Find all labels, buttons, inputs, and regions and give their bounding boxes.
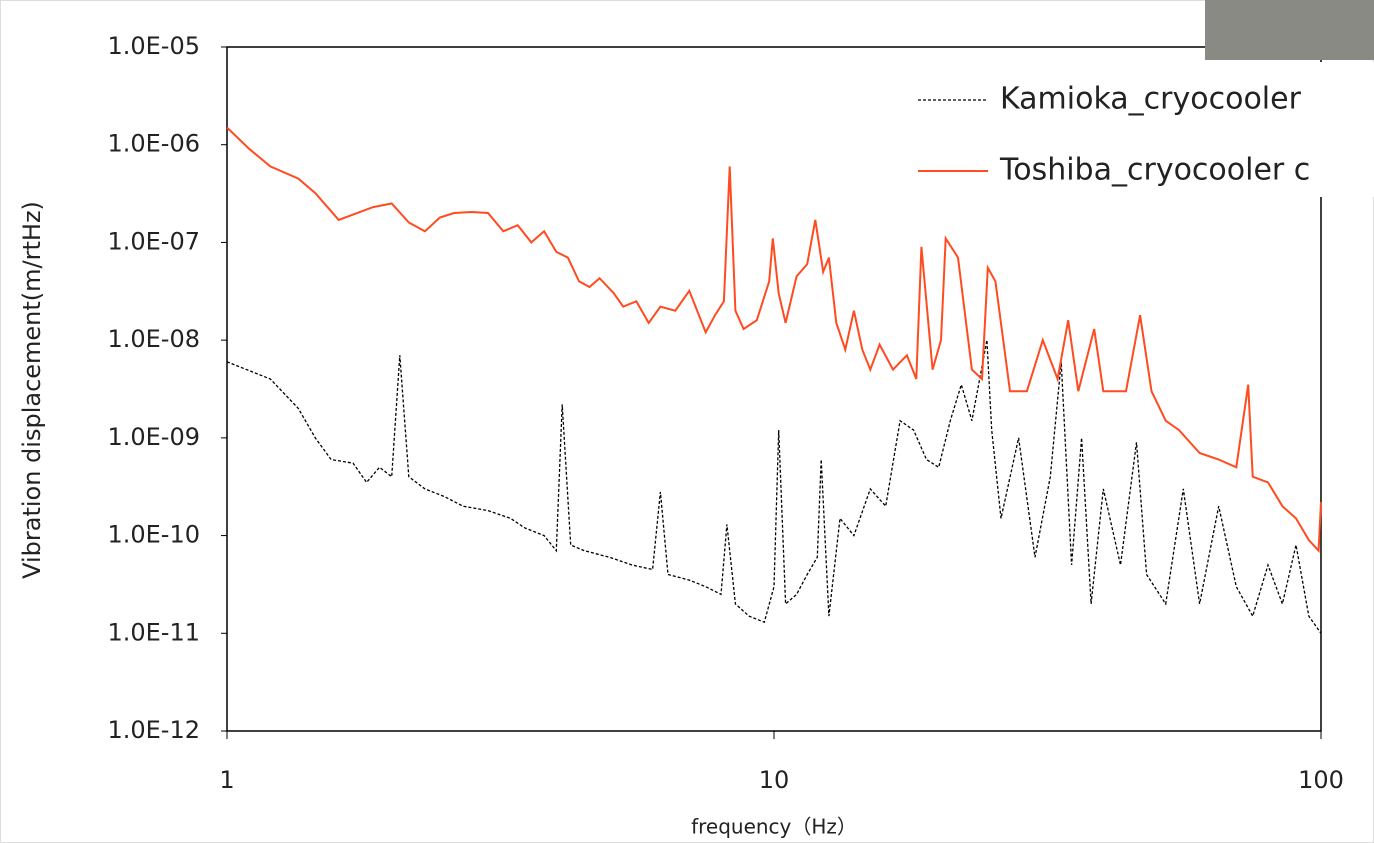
y-tick-label: 1.0E-06: [107, 130, 200, 158]
y-axis-title: Vibration displacement(m/rtHz): [18, 201, 46, 579]
x-tick-label: 1: [219, 766, 234, 794]
x-axis-title: frequency（Hz）: [691, 815, 857, 839]
plot-frame: [226, 46, 1322, 732]
legend-box: [905, 62, 1374, 197]
y-tick-label: 1.0E-11: [107, 618, 200, 646]
legend-label: Toshiba_cryocooler c: [999, 153, 1310, 188]
y-tick-label: 1.0E-12: [107, 716, 200, 744]
x-tick-label: 100: [1298, 766, 1344, 794]
data-line: [226, 126, 1322, 554]
photo-thumbnail: [1205, 0, 1374, 60]
legend-label: Kamioka_cryocooler: [1000, 82, 1302, 117]
y-tick-label: 1.0E-09: [107, 423, 200, 451]
data-line: [226, 339, 1322, 634]
y-tick-label: 1.0E-08: [107, 325, 200, 353]
x-tick-label: 10: [759, 766, 790, 794]
y-tick-label: 1.0E-10: [107, 521, 200, 549]
y-tick-label: 1.0E-07: [107, 227, 200, 255]
y-tick-label: 1.0E-05: [107, 32, 200, 60]
